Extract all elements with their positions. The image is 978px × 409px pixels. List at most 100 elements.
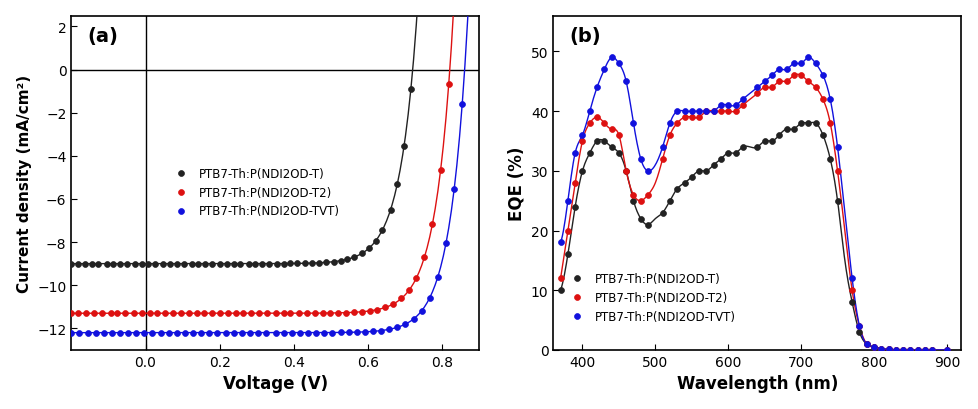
PTB7-Th:P(NDI2OD-T) — [610, 150, 626, 157]
PTB7-Th:P(NDI2OD-T2) — [244, 310, 259, 317]
PTB7-Th:P(NDI2OD-TVT) — [705, 109, 721, 115]
PTB7-Th:P(NDI2OD-T) — [289, 261, 305, 267]
PTB7-Th:P(NDI2OD-TVT) — [640, 168, 655, 175]
PTB7-Th:P(NDI2OD-T) — [375, 227, 390, 234]
PTB7-Th:P(NDI2OD-TVT) — [446, 187, 462, 193]
PTB7-Th:P(NDI2OD-T) — [269, 261, 285, 267]
PTB7-Th:P(NDI2OD-TVT) — [340, 329, 356, 336]
PTB7-Th:P(NDI2OD-T2) — [938, 347, 954, 353]
PTB7-Th:P(NDI2OD-T) — [581, 150, 597, 157]
PTB7-Th:P(NDI2OD-TVT) — [909, 347, 924, 353]
PTB7-Th:P(NDI2OD-T) — [858, 341, 873, 347]
PTB7-Th:P(NDI2OD-TVT) — [734, 97, 750, 103]
PTB7-Th:P(NDI2OD-T2) — [785, 73, 801, 79]
PTB7-Th:P(NDI2OD-TVT) — [654, 144, 670, 151]
PTB7-Th:P(NDI2OD-TVT) — [185, 330, 200, 336]
PTB7-Th:P(NDI2OD-TVT) — [194, 330, 209, 336]
PTB7-Th:P(NDI2OD-T) — [84, 261, 100, 267]
PTB7-Th:P(NDI2OD-T2) — [654, 156, 670, 163]
PTB7-Th:P(NDI2OD-T2) — [354, 309, 370, 315]
PTB7-Th:P(NDI2OD-T) — [661, 198, 677, 204]
PTB7-Th:P(NDI2OD-TVT) — [325, 330, 340, 336]
PTB7-Th:P(NDI2OD-TVT) — [381, 326, 397, 333]
PTB7-Th:P(NDI2OD-TVT) — [177, 330, 193, 336]
PTB7-Th:P(NDI2OD-T2) — [764, 85, 779, 91]
PTB7-Th:P(NDI2OD-T) — [106, 261, 121, 267]
PTB7-Th:P(NDI2OD-TVT) — [234, 330, 249, 336]
PTB7-Th:P(NDI2OD-TVT) — [71, 330, 87, 336]
PTB7-Th:P(NDI2OD-T2) — [204, 310, 220, 317]
PTB7-Th:P(NDI2OD-T) — [204, 261, 220, 267]
PTB7-Th:P(NDI2OD-TVT) — [553, 240, 568, 246]
PTB7-Th:P(NDI2OD-T2) — [424, 221, 440, 227]
PTB7-Th:P(NDI2OD-T2) — [690, 115, 706, 121]
PTB7-Th:P(NDI2OD-TVT) — [217, 330, 233, 336]
PTB7-Th:P(NDI2OD-T) — [254, 261, 270, 267]
PTB7-Th:P(NDI2OD-TVT) — [397, 321, 413, 328]
PTB7-Th:P(NDI2OD-T2) — [86, 310, 102, 317]
PTB7-Th:P(NDI2OD-TVT) — [559, 198, 575, 204]
PTB7-Th:P(NDI2OD-TVT) — [308, 330, 324, 336]
PTB7-Th:P(NDI2OD-T) — [333, 258, 348, 264]
PTB7-Th:P(NDI2OD-T2) — [251, 310, 267, 317]
PTB7-Th:P(NDI2OD-T2) — [712, 109, 728, 115]
PTB7-Th:P(NDI2OD-TVT) — [226, 330, 242, 336]
PTB7-Th:P(NDI2OD-TVT) — [720, 103, 735, 109]
PTB7-Th:P(NDI2OD-TVT) — [749, 85, 765, 91]
PTB7-Th:P(NDI2OD-T2) — [283, 310, 298, 317]
PTB7-Th:P(NDI2OD-TVT) — [895, 347, 911, 353]
PTB7-Th:P(NDI2OD-T2) — [559, 228, 575, 234]
PTB7-Th:P(NDI2OD-T2) — [684, 115, 699, 121]
PTB7-Th:P(NDI2OD-T2) — [95, 310, 111, 317]
PTB7-Th:P(NDI2OD-TVT) — [160, 330, 176, 336]
PTB7-Th:P(NDI2OD-T) — [749, 144, 765, 151]
PTB7-Th:P(NDI2OD-T2) — [567, 180, 583, 187]
PTB7-Th:P(NDI2OD-T) — [553, 287, 568, 294]
PTB7-Th:P(NDI2OD-T) — [241, 261, 256, 267]
PTB7-Th:P(NDI2OD-TVT) — [669, 109, 685, 115]
PTB7-Th:P(NDI2OD-T) — [720, 150, 735, 157]
PTB7-Th:P(NDI2OD-TVT) — [333, 329, 348, 336]
PTB7-Th:P(NDI2OD-T2) — [117, 310, 133, 317]
PTB7-Th:P(NDI2OD-T) — [690, 168, 706, 175]
PTB7-Th:P(NDI2OD-T2) — [800, 79, 816, 85]
PTB7-Th:P(NDI2OD-TVT) — [727, 103, 742, 109]
PTB7-Th:P(NDI2OD-T) — [212, 261, 228, 267]
PTB7-Th:P(NDI2OD-T2) — [749, 91, 765, 97]
PTB7-Th:P(NDI2OD-T) — [297, 261, 313, 267]
PTB7-Th:P(NDI2OD-T) — [304, 260, 320, 267]
PTB7-Th:P(NDI2OD-TVT) — [574, 133, 590, 139]
PTB7-Th:P(NDI2OD-T) — [361, 245, 377, 252]
PTB7-Th:P(NDI2OD-T) — [807, 121, 822, 127]
PTB7-Th:P(NDI2OD-T) — [756, 138, 772, 145]
PTB7-Th:P(NDI2OD-T) — [368, 238, 383, 245]
PTB7-Th:P(NDI2OD-T) — [318, 259, 333, 266]
PTB7-Th:P(NDI2OD-TVT) — [438, 240, 454, 247]
PTB7-Th:P(NDI2OD-T) — [261, 261, 277, 267]
PTB7-Th:P(NDI2OD-T) — [880, 346, 896, 353]
PTB7-Th:P(NDI2OD-T) — [403, 87, 419, 93]
PTB7-Th:P(NDI2OD-T2) — [164, 310, 180, 317]
PTB7-Th:P(NDI2OD-TVT) — [618, 79, 634, 85]
PTB7-Th:P(NDI2OD-T) — [354, 250, 370, 257]
PTB7-Th:P(NDI2OD-TVT) — [676, 109, 691, 115]
PTB7-Th:P(NDI2OD-T) — [382, 207, 398, 213]
PTB7-Th:P(NDI2OD-T2) — [858, 341, 873, 347]
PTB7-Th:P(NDI2OD-T) — [887, 347, 903, 353]
PTB7-Th:P(NDI2OD-TVT) — [698, 109, 714, 115]
PTB7-Th:P(NDI2OD-T) — [112, 261, 128, 267]
PTB7-Th:P(NDI2OD-T2) — [393, 295, 409, 302]
PTB7-Th:P(NDI2OD-T2) — [212, 310, 228, 317]
PTB7-Th:P(NDI2OD-T2) — [640, 192, 655, 198]
PTB7-Th:P(NDI2OD-T) — [176, 261, 192, 267]
PTB7-Th:P(NDI2OD-T) — [705, 162, 721, 169]
PTB7-Th:P(NDI2OD-T) — [872, 346, 888, 352]
PTB7-Th:P(NDI2OD-TVT) — [120, 330, 136, 336]
PTB7-Th:P(NDI2OD-T2) — [307, 310, 323, 317]
PTB7-Th:P(NDI2OD-TVT) — [209, 330, 225, 336]
PTB7-Th:P(NDI2OD-T) — [247, 261, 263, 267]
PTB7-Th:P(NDI2OD-T) — [800, 121, 816, 127]
PTB7-Th:P(NDI2OD-T2) — [676, 115, 691, 121]
PTB7-Th:P(NDI2OD-TVT) — [610, 61, 626, 67]
PTB7-Th:P(NDI2OD-T) — [156, 261, 171, 267]
